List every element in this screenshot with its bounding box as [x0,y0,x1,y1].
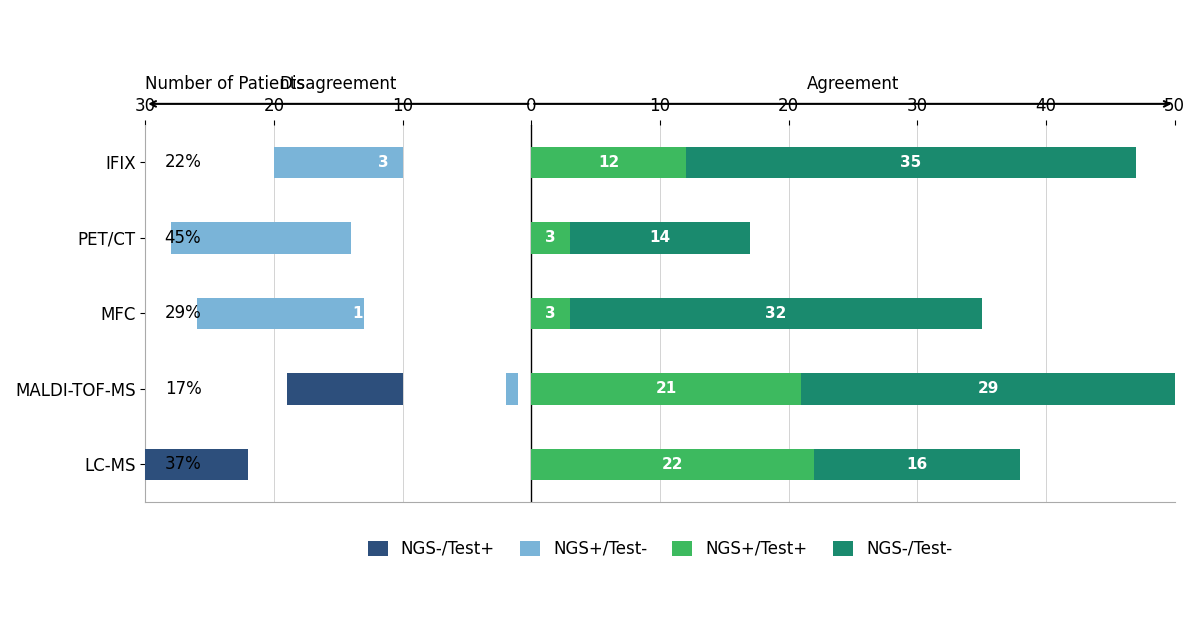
Bar [532,373,802,404]
Text: 3: 3 [378,155,389,170]
Bar [287,373,403,404]
Text: 14: 14 [649,231,671,245]
Bar [532,147,685,178]
Text: 14: 14 [431,231,451,245]
Bar [570,297,982,329]
Text: 32: 32 [766,306,786,321]
Bar [505,373,518,404]
Bar [570,222,750,254]
Text: 29%: 29% [164,304,202,323]
Text: 10: 10 [456,155,478,170]
Text: 1: 1 [353,306,362,321]
Text: 35: 35 [900,155,922,170]
Bar [0,449,248,480]
Text: 21: 21 [655,381,677,396]
Text: 22: 22 [662,457,684,472]
Text: 17%: 17% [164,380,202,398]
Text: 3: 3 [545,231,556,245]
Text: 9: 9 [455,381,466,396]
Legend: NGS-/Test+, NGS+/Test-, NGS+/Test+, NGS-/Test-: NGS-/Test+, NGS+/Test-, NGS+/Test+, NGS-… [361,533,959,564]
Bar [197,297,364,329]
Bar [685,147,1136,178]
Text: 45%: 45% [164,229,202,247]
Bar [274,147,403,178]
Bar [532,297,570,329]
Text: 16: 16 [906,457,928,472]
Text: 13: 13 [437,306,458,321]
Bar [325,147,364,178]
Text: 37%: 37% [164,455,202,473]
Text: 22: 22 [379,457,401,472]
Bar [802,373,1175,404]
Text: 1: 1 [520,381,530,396]
Bar [172,222,352,254]
Bar [532,449,815,480]
Text: Disagreement: Disagreement [280,74,397,93]
X-axis label: Number of Patients: Number of Patients [145,74,305,93]
Bar [815,449,1020,480]
Text: 29: 29 [977,381,998,396]
Text: 22%: 22% [164,153,202,171]
Text: Agreement: Agreement [806,74,899,93]
Text: 12: 12 [598,155,619,170]
Text: 3: 3 [545,306,556,321]
Bar [338,297,352,329]
Bar [532,222,570,254]
